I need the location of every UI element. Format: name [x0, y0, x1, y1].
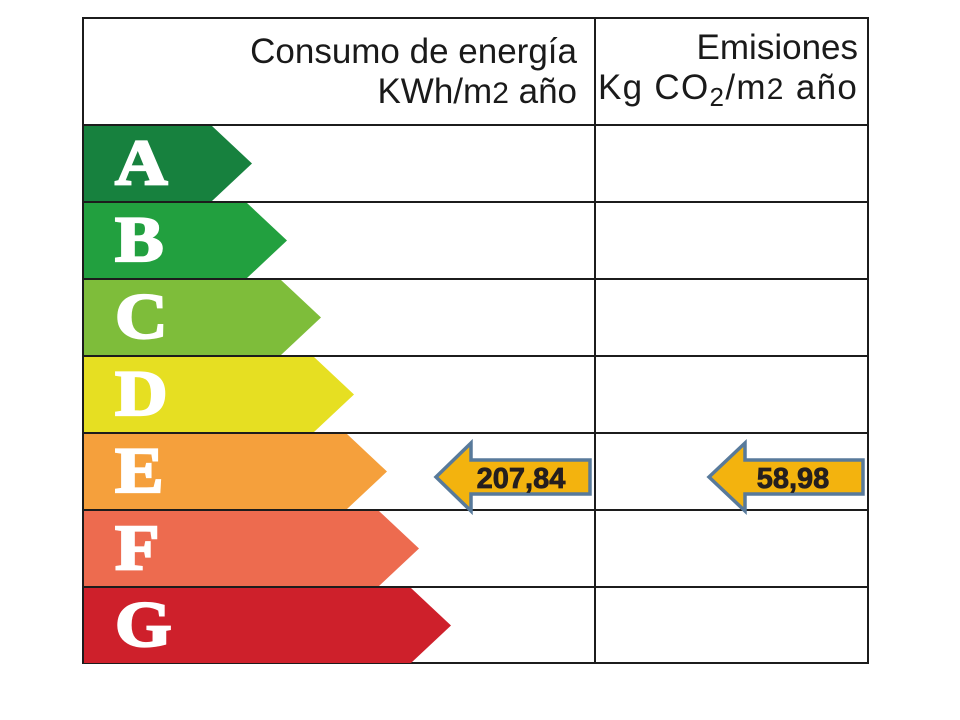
svg-text:58,98: 58,98 — [757, 463, 830, 495]
svg-text:207,84: 207,84 — [477, 463, 566, 495]
